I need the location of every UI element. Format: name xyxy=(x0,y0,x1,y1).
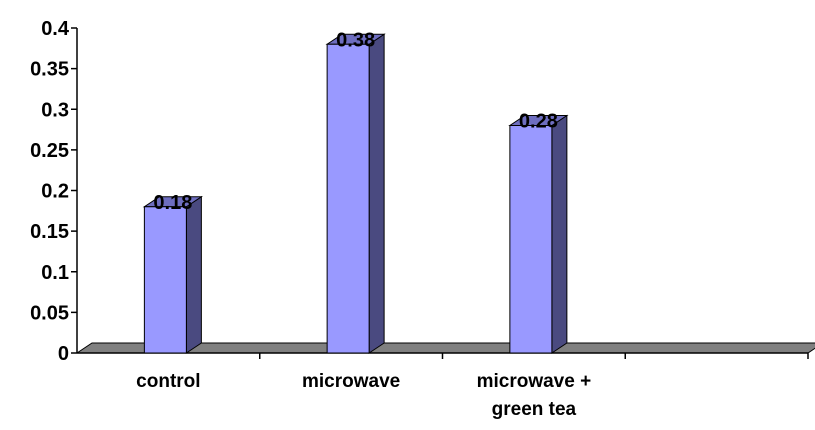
x-tick-label: green tea xyxy=(492,399,577,420)
bar-side-face xyxy=(368,33,385,354)
y-tick-label: 0.4 xyxy=(41,18,70,40)
bar-side-face xyxy=(551,114,568,354)
y-tick-label: 0 xyxy=(58,343,69,365)
x-tick-label: microwave xyxy=(302,371,400,392)
data-label: 0.38 xyxy=(336,29,375,51)
y-tick-label: 0.15 xyxy=(30,221,69,243)
x-tick-label: control xyxy=(136,371,200,392)
y-tick-label: 0.2 xyxy=(41,181,69,203)
data-label: 0.28 xyxy=(519,111,558,133)
y-tick-label: 0.35 xyxy=(30,59,69,81)
y-tick-label: 0.05 xyxy=(30,302,69,324)
y-tick-label: 0.1 xyxy=(41,262,69,284)
y-tick-label: 0.25 xyxy=(30,140,69,162)
x-tick-label: microwave + xyxy=(477,371,592,392)
data-label: 0.18 xyxy=(153,192,192,214)
bar xyxy=(143,206,187,354)
bar xyxy=(509,125,553,354)
y-tick-label: 0.3 xyxy=(41,99,69,121)
bar-side-face xyxy=(185,195,202,354)
bar xyxy=(326,43,370,354)
